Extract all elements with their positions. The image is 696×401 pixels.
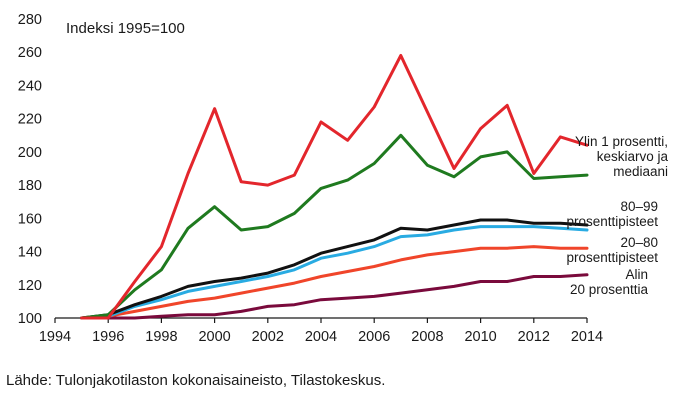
source-note: Lähde: Tulonjakotilaston kokonaisaineist…	[6, 372, 386, 389]
series-line-2	[80, 218, 589, 320]
y-tick-label: 140	[18, 245, 42, 261]
series-label-line: 80–99	[620, 199, 658, 214]
series-label-line: 20–80	[620, 235, 658, 250]
x-tick-label: 1994	[39, 329, 71, 345]
y-tick-label: 260	[18, 45, 42, 61]
x-tick-label: 2012	[518, 329, 550, 345]
series-label-line: 20 prosenttia	[570, 282, 649, 297]
series-label-line: prosenttipisteet	[566, 214, 658, 229]
series-label-line: keskiarvo ja	[597, 149, 669, 164]
series-label-line: mediaani	[613, 164, 668, 179]
y-tick-label: 160	[18, 211, 42, 227]
series-label-4: 20–80 prosenttipisteet	[566, 235, 658, 265]
series-lines	[80, 54, 589, 320]
x-tick-label: 2004	[305, 329, 337, 345]
series-label-2: 80–99 prosenttipisteet	[566, 199, 658, 229]
x-tick-label: 2002	[252, 329, 284, 345]
x-tick-label: 1998	[145, 329, 177, 345]
x-tick-label: 2000	[198, 329, 230, 345]
y-tick-label: 280	[18, 12, 42, 28]
series-label-line: prosenttipisteet	[566, 250, 658, 265]
x-axis-ticks: 1994 1996 1998 2000 2002 2004 2006 2008 2010 2012…	[39, 318, 603, 345]
y-axis-ticks: 100 120 140 160 180 200 220 240 260 280	[18, 12, 42, 327]
series-line-1	[80, 133, 589, 320]
y-tick-label: 200	[18, 145, 42, 161]
series-line-4	[80, 245, 589, 320]
series-label-0: Ylin 1 prosentti, keskiarvo ja mediaani	[575, 134, 669, 179]
x-tick-label: 2006	[358, 329, 390, 345]
series-line-5	[80, 273, 589, 320]
y-tick-label: 220	[18, 112, 42, 128]
x-tick-label: 1996	[92, 329, 124, 345]
y-tick-label: 120	[18, 278, 42, 294]
series-labels: Ylin 1 prosentti, keskiarvo ja mediaani 80–…	[566, 134, 668, 297]
series-line-3	[80, 225, 589, 320]
series-line-0	[80, 54, 589, 320]
unit-label: Indeksi 1995=100	[66, 20, 185, 37]
y-tick-label: 100	[18, 311, 42, 327]
x-tick-label: 2008	[411, 329, 443, 345]
x-tick-label: 2010	[464, 329, 496, 345]
y-tick-label: 240	[18, 78, 42, 94]
series-label-line: Ylin 1 prosentti,	[575, 134, 668, 149]
series-label-5: Alin 20 prosenttia	[570, 267, 649, 297]
x-tick-label: 2014	[571, 329, 603, 345]
series-label-line: Alin	[625, 267, 648, 282]
y-tick-label: 180	[18, 178, 42, 194]
